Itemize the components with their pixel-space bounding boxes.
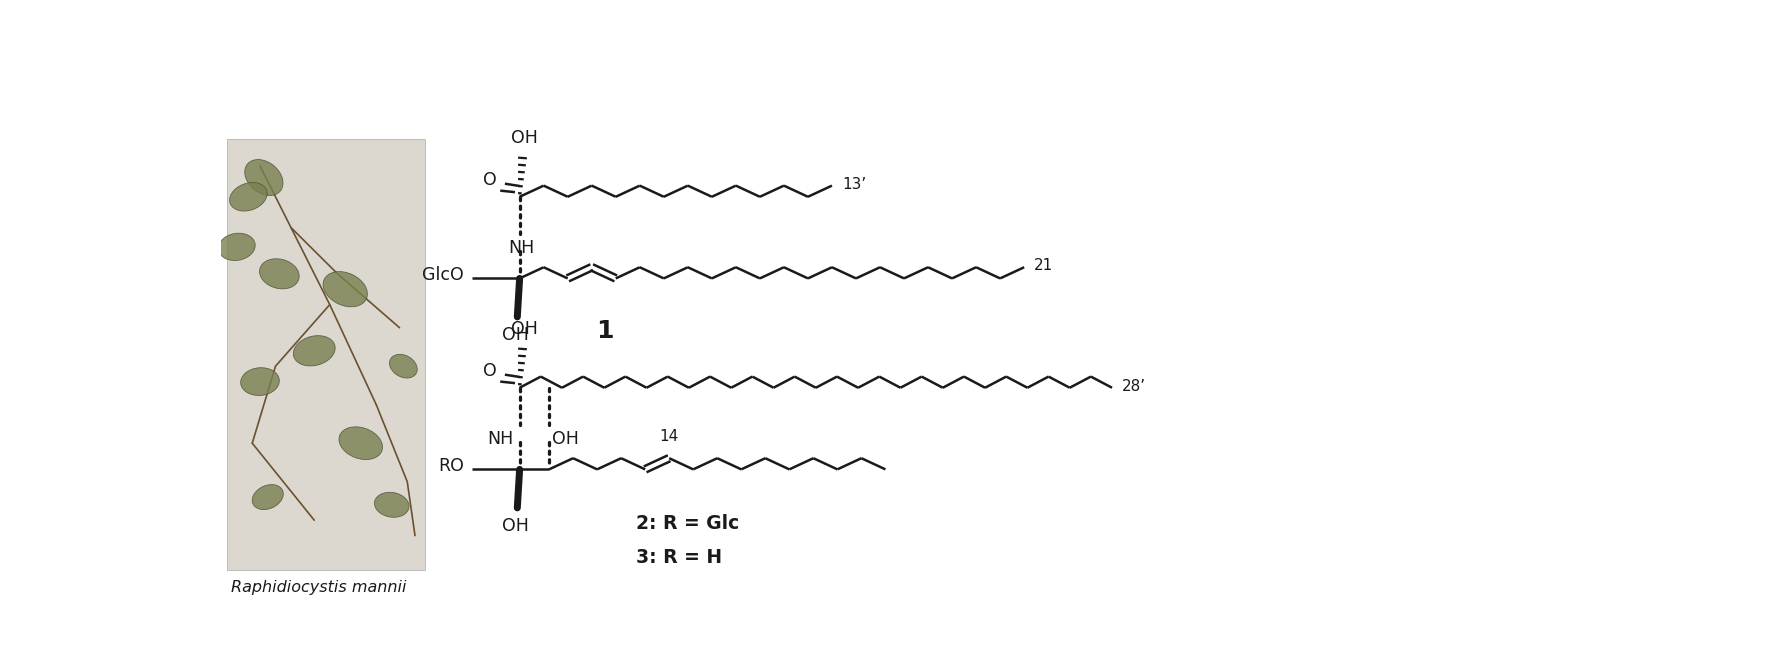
Ellipse shape — [230, 183, 267, 211]
FancyBboxPatch shape — [228, 139, 425, 570]
Text: OH: OH — [552, 430, 579, 448]
Ellipse shape — [244, 160, 283, 195]
Text: 14: 14 — [660, 429, 680, 444]
Text: OH: OH — [512, 319, 538, 338]
Text: NH: NH — [508, 239, 535, 257]
Text: RO: RO — [437, 456, 464, 474]
Ellipse shape — [241, 368, 280, 395]
Text: 21: 21 — [1034, 258, 1053, 273]
Ellipse shape — [251, 484, 283, 509]
Text: Raphidiocystis mannii: Raphidiocystis mannii — [230, 580, 405, 595]
Text: 2: R = Glc: 2: R = Glc — [635, 514, 740, 533]
Text: GlcO: GlcO — [421, 266, 464, 284]
Text: OH: OH — [503, 326, 529, 344]
Ellipse shape — [218, 234, 255, 260]
Text: NH: NH — [487, 430, 513, 448]
Text: 3: R = H: 3: R = H — [635, 548, 722, 568]
Ellipse shape — [340, 427, 382, 460]
Ellipse shape — [375, 493, 409, 517]
Text: O: O — [483, 362, 497, 380]
Text: OH: OH — [512, 129, 538, 147]
Ellipse shape — [294, 336, 335, 366]
Ellipse shape — [260, 259, 299, 289]
Text: 28’: 28’ — [1122, 378, 1147, 394]
Text: 13’: 13’ — [843, 176, 866, 192]
Ellipse shape — [389, 354, 418, 378]
Text: 1: 1 — [596, 319, 614, 343]
Text: OH: OH — [503, 517, 529, 535]
Text: O: O — [483, 171, 497, 189]
Ellipse shape — [324, 272, 368, 307]
